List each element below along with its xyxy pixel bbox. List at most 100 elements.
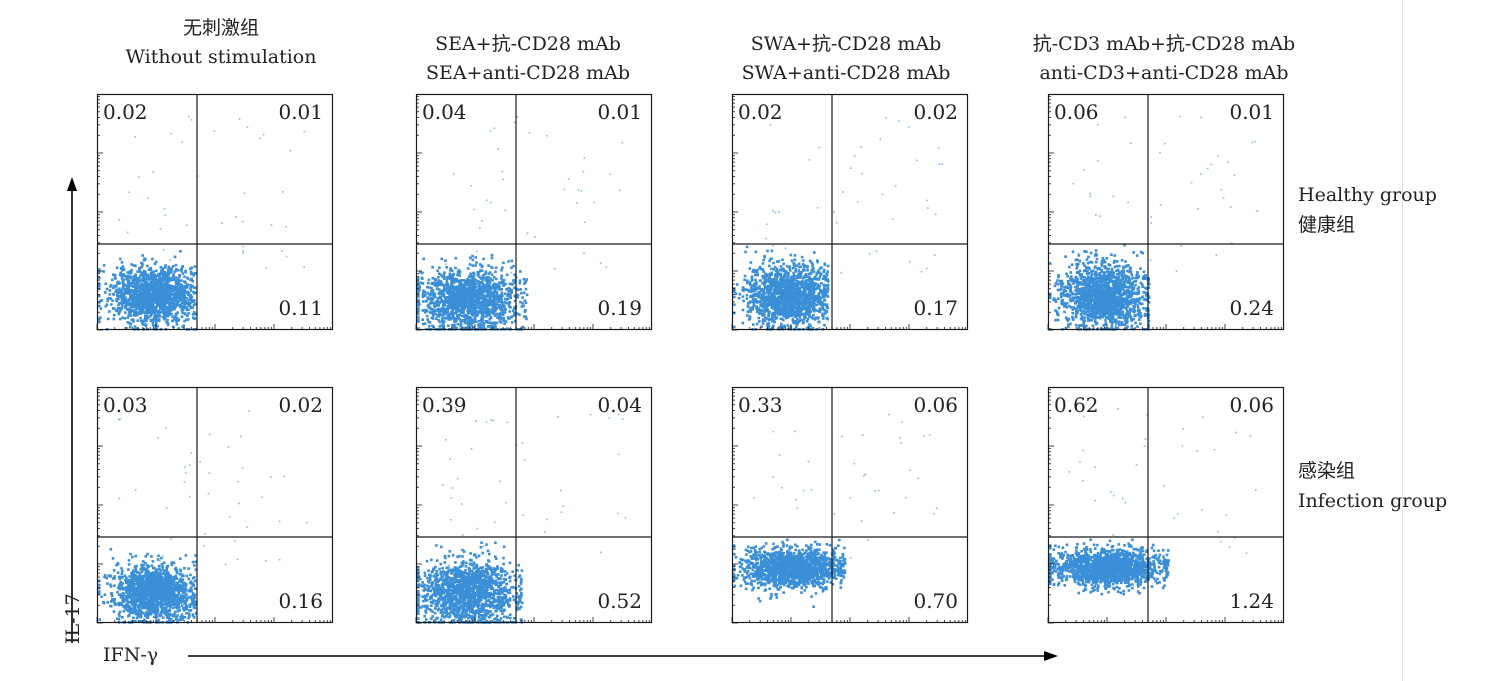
event-dot <box>430 286 433 290</box>
event-dot <box>817 286 820 290</box>
event-dot <box>144 285 148 288</box>
event-dot <box>490 310 493 314</box>
event-dot <box>797 283 801 286</box>
event-dot <box>164 297 167 300</box>
event-dot <box>492 284 495 287</box>
event-dot <box>156 283 160 287</box>
event-dot <box>823 303 826 306</box>
event-dot <box>467 312 470 315</box>
outlier-dot <box>513 121 516 124</box>
event-dot <box>514 319 517 323</box>
event-dot <box>154 298 157 301</box>
event-dot <box>120 261 124 264</box>
event-dot <box>498 317 501 320</box>
event-dot <box>128 284 132 288</box>
event-dot <box>499 308 503 312</box>
event-dot <box>502 311 505 315</box>
event-dot <box>500 268 503 272</box>
event-dot <box>144 314 147 318</box>
event-dot <box>762 305 765 309</box>
event-dot <box>467 299 471 303</box>
event-dot <box>770 282 773 286</box>
event-dot <box>765 317 768 320</box>
event-dot <box>783 306 787 310</box>
event-dot <box>479 301 483 304</box>
event-dot <box>144 277 148 281</box>
event-dot <box>157 318 161 321</box>
event-dot <box>111 278 114 282</box>
event-dot <box>775 282 779 286</box>
event-dot <box>792 321 795 325</box>
event-dot <box>99 307 103 310</box>
event-dot <box>444 317 447 320</box>
event-dot <box>430 311 434 315</box>
event-dot <box>477 293 480 296</box>
event-dot <box>811 278 815 281</box>
event-dot <box>474 264 477 267</box>
event-dot <box>771 313 775 316</box>
event-dot <box>161 315 165 319</box>
event-dot <box>783 273 787 277</box>
row-label-en: Healthy group <box>1298 184 1437 206</box>
event-dot <box>439 280 443 283</box>
event-dot <box>130 305 133 308</box>
event-dot <box>467 317 470 320</box>
event-dot <box>141 276 145 279</box>
event-dot <box>814 308 817 312</box>
event-dot <box>790 290 793 293</box>
event-dot <box>160 273 164 276</box>
event-dot <box>140 261 143 265</box>
event-dot <box>784 311 787 314</box>
event-dot <box>523 299 527 302</box>
event-dot <box>119 301 123 305</box>
event-dot <box>808 307 812 311</box>
outlier-dot <box>772 210 774 212</box>
event-dot <box>460 286 463 289</box>
event-dot <box>486 290 489 294</box>
event-dot <box>436 281 439 284</box>
event-dot <box>455 301 458 304</box>
event-dot <box>183 319 186 323</box>
event-dot <box>785 264 789 268</box>
event-dot <box>785 316 788 320</box>
event-dot <box>488 303 492 307</box>
event-dot <box>789 286 792 290</box>
event-dot <box>421 300 425 303</box>
event-dot <box>141 273 144 276</box>
event-dot <box>766 324 769 327</box>
column-title-zh: 抗-CD3 mAb+抗-CD28 mAb <box>1032 33 1296 55</box>
event-dot <box>135 295 139 299</box>
event-dot <box>751 290 754 293</box>
event-dot <box>143 318 146 322</box>
event-dot <box>182 324 185 327</box>
event-dot <box>173 317 176 321</box>
event-dot <box>147 288 151 292</box>
event-dot <box>468 285 471 289</box>
event-dot <box>823 286 826 289</box>
event-dot <box>747 289 751 293</box>
event-dot <box>822 290 826 294</box>
event-dot <box>486 283 489 287</box>
event-dot <box>457 300 460 303</box>
event-dot <box>128 271 132 275</box>
event-dot <box>495 293 499 296</box>
event-dot <box>823 323 826 327</box>
event-dot <box>443 303 446 306</box>
event-dot <box>193 299 196 302</box>
event-dot <box>467 275 471 278</box>
outlier-dot <box>516 116 519 118</box>
outlier-dot <box>163 207 166 210</box>
event-dot <box>180 315 184 318</box>
event-dot <box>821 303 825 307</box>
event-dot <box>154 260 158 264</box>
event-dot <box>161 277 165 281</box>
event-dot <box>436 297 440 300</box>
outlier-dot <box>840 271 842 274</box>
event-dot <box>756 268 759 272</box>
event-dot <box>781 278 785 281</box>
event-dot <box>462 300 465 303</box>
event-dot <box>759 267 763 271</box>
event-dot <box>751 300 754 304</box>
event-dot <box>141 300 144 303</box>
event-dot <box>164 273 167 277</box>
